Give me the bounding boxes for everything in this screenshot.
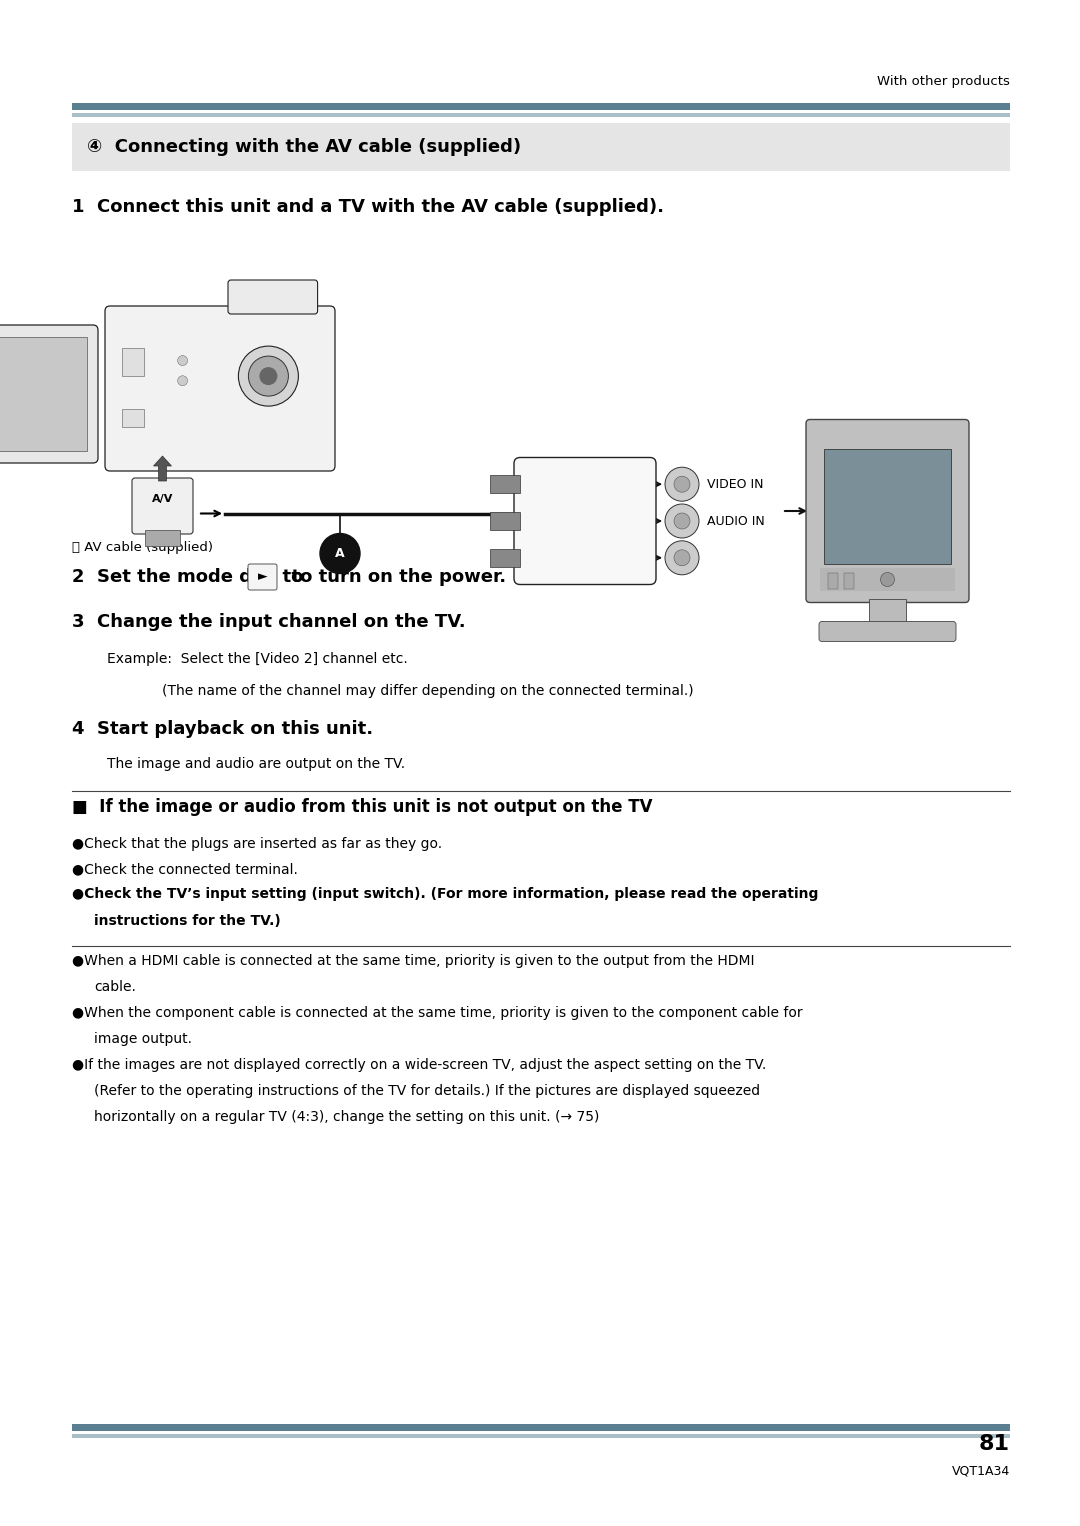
Text: ④  Connecting with the AV cable (supplied): ④ Connecting with the AV cable (supplied… [87, 137, 522, 156]
Bar [122, 348, 144, 375]
Circle shape [674, 549, 690, 566]
Text: 2  Set the mode dial to: 2 Set the mode dial to [72, 568, 315, 586]
Text: VIDEO IN: VIDEO IN [707, 478, 764, 491]
Text: ●Check that the plugs are inserted as far as they go.: ●Check that the plugs are inserted as fa… [72, 836, 442, 852]
Text: ●When the component cable is connected at the same time, priority is given to th: ●When the component cable is connected a… [72, 1006, 802, 1019]
Bar [122, 409, 144, 427]
Bar [0, 337, 87, 452]
Bar [145, 530, 180, 546]
Circle shape [177, 375, 188, 386]
Text: image output.: image output. [94, 1032, 192, 1045]
Circle shape [239, 346, 298, 406]
Circle shape [880, 572, 894, 586]
Text: Example:  Select the [Video 2] channel etc.: Example: Select the [Video 2] channel et… [107, 652, 408, 665]
Text: ■  If the image or audio from this unit is not output on the TV: ■ If the image or audio from this unit i… [72, 798, 652, 816]
Text: Ⓐ AV cable (supplied): Ⓐ AV cable (supplied) [72, 542, 213, 554]
Bar [843, 572, 854, 589]
Bar [72, 124, 1010, 171]
Text: 81: 81 [978, 1434, 1010, 1454]
Text: ●If the images are not displayed correctly on a wide-screen TV, adjust the aspec: ●If the images are not displayed correct… [72, 1058, 766, 1071]
Circle shape [674, 476, 690, 493]
FancyArrow shape [153, 456, 172, 481]
Circle shape [665, 467, 699, 501]
Bar [869, 598, 906, 627]
Bar [72, 1434, 1010, 1437]
Bar [72, 1424, 1010, 1431]
Bar [828, 572, 838, 589]
Text: The image and audio are output on the TV.: The image and audio are output on the TV… [107, 757, 405, 771]
Text: (The name of the channel may differ depending on the connected terminal.): (The name of the channel may differ depe… [162, 684, 693, 697]
Text: VQT1A34: VQT1A34 [951, 1465, 1010, 1479]
Bar [490, 549, 519, 566]
Bar [820, 569, 955, 591]
FancyBboxPatch shape [806, 420, 969, 603]
FancyBboxPatch shape [132, 478, 193, 534]
FancyBboxPatch shape [0, 325, 98, 462]
Text: cable.: cable. [94, 980, 136, 993]
Text: 3  Change the input channel on the TV.: 3 Change the input channel on the TV. [72, 613, 465, 630]
FancyBboxPatch shape [514, 458, 656, 584]
Text: horizontally on a regular TV (4:3), change the setting on this unit. (→ 75): horizontally on a regular TV (4:3), chan… [94, 1109, 599, 1125]
Bar [72, 102, 1010, 110]
Text: 1  Connect this unit and a TV with the AV cable (supplied).: 1 Connect this unit and a TV with the AV… [72, 198, 664, 217]
Bar [72, 113, 1010, 118]
FancyBboxPatch shape [105, 307, 335, 472]
Circle shape [177, 356, 188, 366]
FancyBboxPatch shape [228, 279, 318, 314]
Text: AUDIO IN: AUDIO IN [707, 514, 765, 528]
FancyBboxPatch shape [248, 565, 276, 591]
Circle shape [665, 504, 699, 539]
Text: ●Check the connected terminal.: ●Check the connected terminal. [72, 862, 298, 876]
Bar [490, 513, 519, 530]
Bar [824, 449, 951, 563]
Circle shape [248, 356, 288, 397]
Circle shape [320, 534, 360, 574]
Text: ►: ► [258, 571, 268, 583]
Text: 4  Start playback on this unit.: 4 Start playback on this unit. [72, 720, 373, 739]
Text: A/V: A/V [152, 493, 173, 504]
Circle shape [665, 540, 699, 575]
Text: to turn on the power.: to turn on the power. [279, 568, 507, 586]
Text: A: A [335, 546, 345, 560]
Circle shape [674, 513, 690, 530]
Text: With other products: With other products [877, 75, 1010, 89]
Text: (Refer to the operating instructions of the TV for details.) If the pictures are: (Refer to the operating instructions of … [94, 1083, 760, 1099]
Text: instructions for the TV.): instructions for the TV.) [94, 914, 281, 928]
Text: ●When a HDMI cable is connected at the same time, priority is given to the outpu: ●When a HDMI cable is connected at the s… [72, 954, 755, 967]
Text: ●Check the TV’s input setting (input switch). (For more information, please read: ●Check the TV’s input setting (input swi… [72, 887, 819, 900]
Circle shape [259, 368, 278, 385]
FancyBboxPatch shape [819, 621, 956, 641]
Bar [490, 475, 519, 493]
